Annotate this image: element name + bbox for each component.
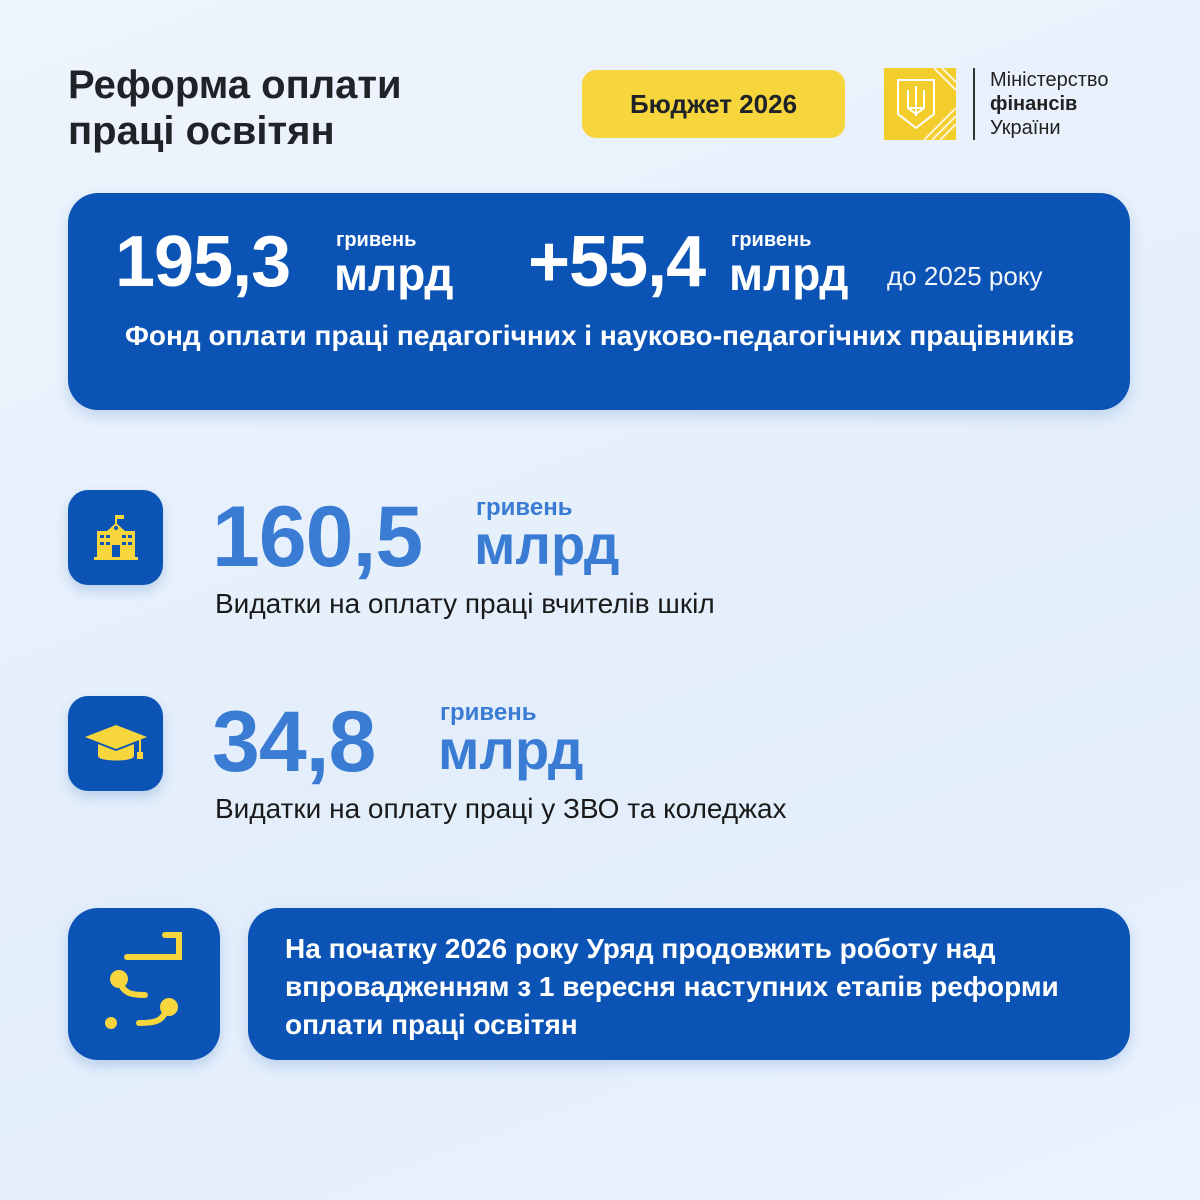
increase-note: до 2025 року xyxy=(887,261,1043,291)
increase-unit-small: гривень xyxy=(731,229,812,251)
schools-value: 160,5 xyxy=(212,489,423,585)
schools-unit-small: гривень xyxy=(476,494,573,521)
budget-badge: Бюджет 2026 xyxy=(582,70,845,138)
increase-unit-large: млрд xyxy=(729,248,849,300)
universities-unit-small: гривень xyxy=(440,699,537,726)
summary-card: 195,3 гривень млрд +55,4 гривень млрд до… xyxy=(68,193,1130,410)
schools-description: Видатки на оплату праці вчителів шкіл xyxy=(215,588,715,619)
universities-unit-large: млрд xyxy=(438,718,584,781)
trident-icon xyxy=(897,67,957,141)
title-line: Реформа оплати xyxy=(68,63,402,107)
page-title: Реформа оплати праці освітян xyxy=(68,62,402,154)
ministry-name: Міністерство фінансів України xyxy=(990,68,1108,140)
graduation-cap-icon xyxy=(84,724,147,760)
schools-unit-large: млрд xyxy=(474,513,620,576)
summary-description: Фонд оплати праці педагогічних і науково… xyxy=(125,320,1075,351)
roadmap-icon-box xyxy=(68,908,220,1060)
roadmap-icon xyxy=(105,932,182,1029)
school-icon-box xyxy=(68,490,163,585)
ministry-logo xyxy=(884,67,957,141)
universities-value: 34,8 xyxy=(212,694,376,790)
total-value: 195,3 xyxy=(115,222,291,302)
title-line: праці освітян xyxy=(68,109,335,153)
school-icon xyxy=(93,514,138,560)
total-unit-large: млрд xyxy=(334,248,454,300)
reform-note-card: На початку 2026 року Уряд продовжить роб… xyxy=(248,908,1130,1060)
logo-divider xyxy=(973,68,975,140)
logo-line: України xyxy=(990,117,1061,139)
graduation-icon-box xyxy=(68,696,163,791)
universities-description: Видатки на оплату праці у ЗВО та коледжа… xyxy=(215,793,787,824)
logo-line: Міністерство xyxy=(990,69,1109,91)
total-unit-small: гривень xyxy=(336,229,417,251)
logo-line: фінансів xyxy=(990,93,1078,115)
increase-value: +55,4 xyxy=(528,222,706,302)
